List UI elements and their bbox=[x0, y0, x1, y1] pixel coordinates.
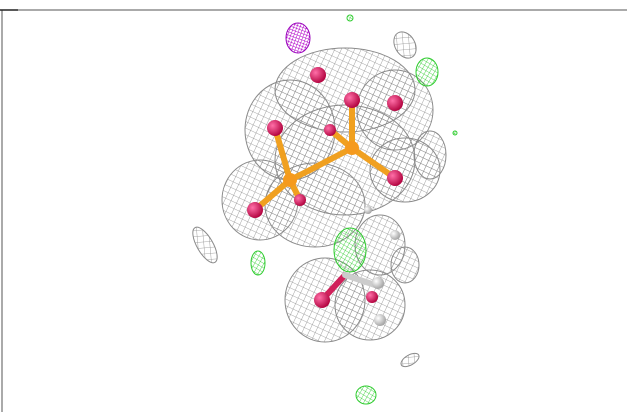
purple-density-mesh bbox=[286, 23, 310, 53]
density-map-view bbox=[0, 0, 627, 412]
